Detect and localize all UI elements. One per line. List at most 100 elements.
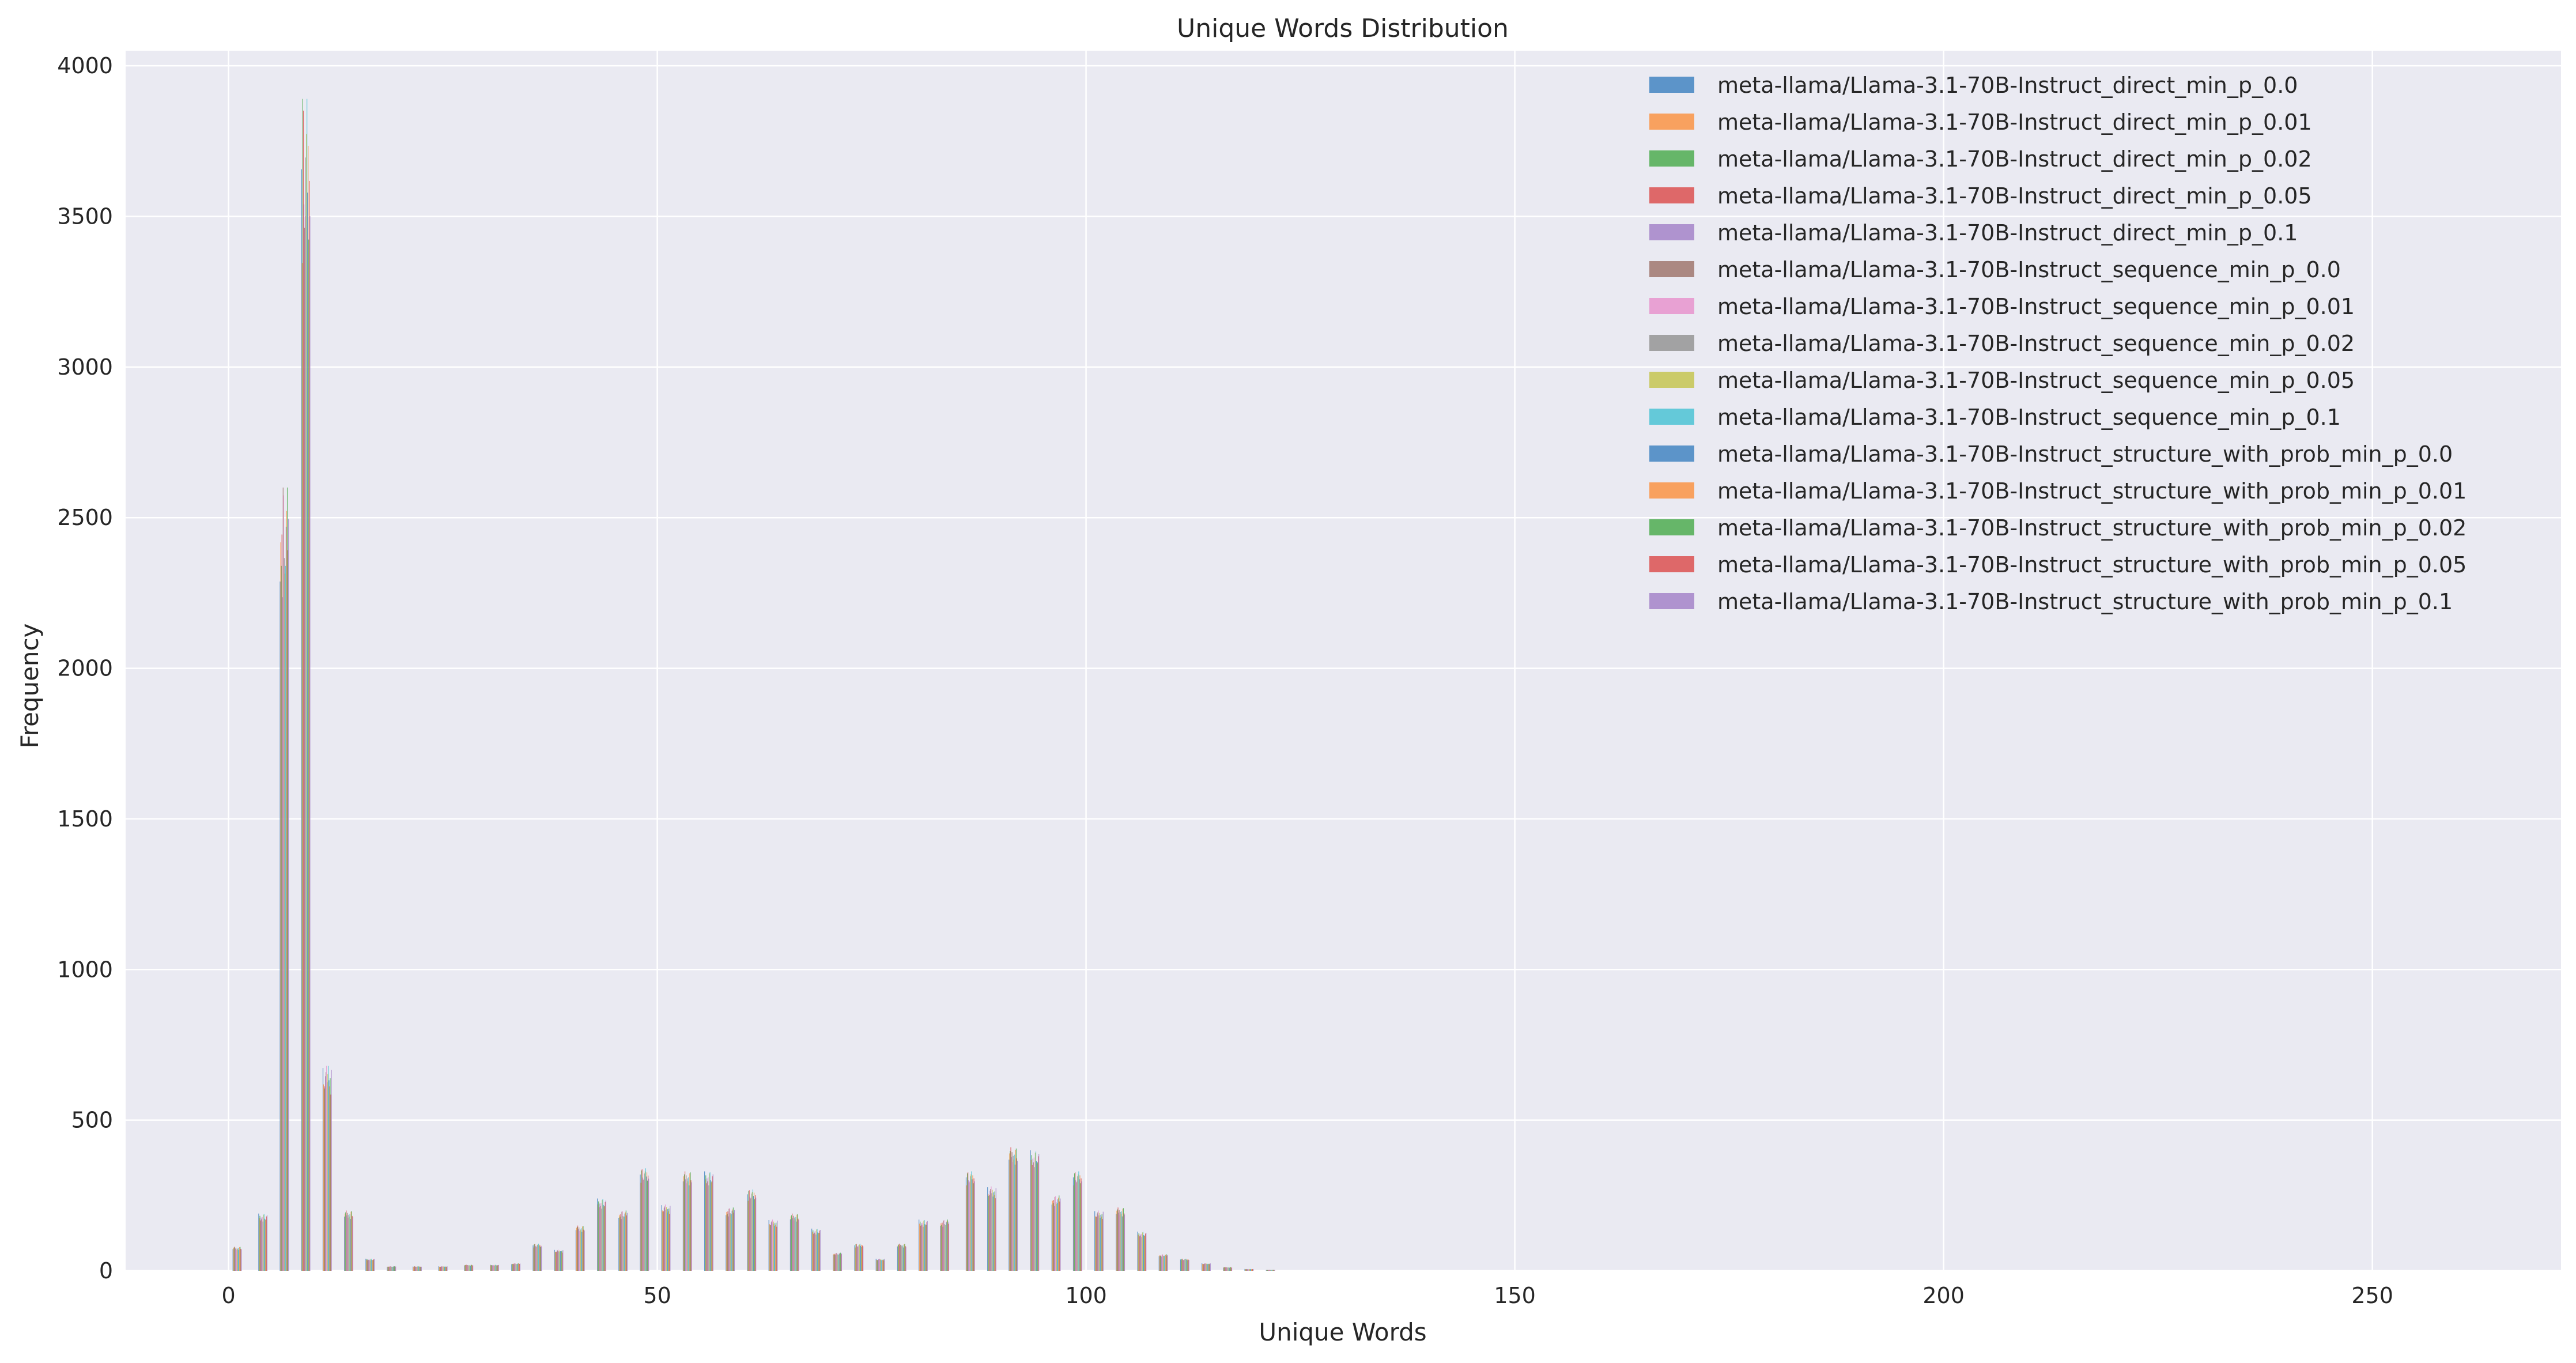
histogram-bar [599, 1203, 600, 1271]
histogram-bar [602, 1199, 603, 1271]
histogram-bar [816, 1229, 817, 1271]
histogram-bar [754, 1195, 756, 1271]
histogram-bar [443, 1266, 444, 1271]
histogram-bar [367, 1260, 368, 1271]
histogram-bar [1033, 1162, 1034, 1271]
histogram-bar [860, 1245, 862, 1271]
histogram-bar [1030, 1160, 1032, 1271]
histogram-bar [625, 1212, 626, 1271]
legend-swatch [1649, 556, 1694, 572]
histogram-bar [603, 1206, 605, 1271]
histogram-bar [837, 1254, 838, 1271]
histogram-bar [1230, 1267, 1232, 1271]
histogram-bar [308, 239, 309, 1271]
histogram-bar [516, 1264, 517, 1271]
histogram-bar [814, 1233, 815, 1271]
legend-entry: meta-llama/Llama-3.1-70B-Instruct_struct… [1717, 441, 2453, 467]
histogram-bar [1095, 1215, 1096, 1271]
histogram-bar [366, 1259, 367, 1271]
histogram-bar [582, 1226, 583, 1271]
histogram-bar [282, 487, 284, 1271]
histogram-bar [282, 597, 283, 1271]
histogram-bar [991, 1193, 992, 1271]
histogram-bar [797, 1214, 798, 1271]
histogram-bar [1188, 1260, 1189, 1271]
histogram-bar [301, 169, 302, 1271]
histogram-bar [307, 192, 308, 1271]
y-tick-label: 500 [71, 1108, 113, 1133]
histogram-bar [619, 1214, 620, 1271]
axis-ticks: 0 50 100 150 200 2500500100015002000250030003… [57, 53, 2393, 1308]
histogram-bar [947, 1224, 949, 1271]
histogram-bar [900, 1244, 901, 1271]
histogram-bar [373, 1259, 375, 1271]
histogram-bar [466, 1264, 467, 1271]
legend-entry: meta-llama/Llama-3.1-70B-Instruct_struct… [1717, 478, 2467, 504]
histogram-bar [856, 1244, 857, 1271]
histogram-bar [946, 1222, 947, 1271]
histogram-bar [927, 1221, 928, 1271]
histogram-bar [535, 1247, 537, 1271]
histogram-bar [945, 1225, 946, 1271]
histogram-bar [1017, 1161, 1018, 1271]
histogram-bar [597, 1198, 598, 1271]
histogram-bar [288, 519, 289, 1271]
histogram-bar [1015, 1148, 1017, 1271]
legend-entry: meta-llama/Llama-3.1-70B-Instruct_sequen… [1717, 368, 2355, 393]
histogram-bar [1224, 1267, 1225, 1271]
histogram-bar [688, 1177, 689, 1271]
histogram-bar [966, 1173, 968, 1271]
histogram-bar [881, 1260, 882, 1271]
histogram-bar [577, 1225, 579, 1271]
histogram-bar [539, 1247, 541, 1271]
histogram-bar [898, 1244, 900, 1271]
histogram-bar [1186, 1259, 1187, 1271]
legend-entry: meta-llama/Llama-3.1-70B-Instruct_direct… [1717, 183, 2312, 209]
histogram-bar [970, 1174, 972, 1271]
histogram-bar [562, 1250, 564, 1271]
histogram-bar [532, 1245, 534, 1271]
histogram-bar [281, 565, 282, 1271]
histogram-bar [346, 1215, 348, 1271]
histogram-bar [904, 1244, 905, 1271]
histogram-bar [770, 1222, 772, 1271]
histogram-bar [516, 1264, 518, 1271]
histogram-bar [1268, 1270, 1270, 1271]
histogram-bar [235, 1248, 236, 1271]
histogram-bar [897, 1246, 898, 1271]
histogram-bar [1056, 1203, 1057, 1271]
histogram-bar [728, 1209, 730, 1271]
histogram-bar [747, 1200, 749, 1271]
histogram-bar [1138, 1234, 1139, 1271]
histogram-bar [969, 1181, 970, 1271]
histogram-bar [995, 1198, 996, 1271]
histogram-bar [261, 1219, 262, 1271]
histogram-bar [260, 1217, 262, 1271]
histogram-bar [707, 1181, 708, 1271]
histogram-bar [1252, 1269, 1253, 1271]
histogram-bar [576, 1228, 577, 1271]
histogram-bar [440, 1266, 441, 1271]
histogram-bar [705, 1175, 707, 1271]
histogram-bar [345, 1212, 346, 1271]
histogram-bar [729, 1208, 730, 1271]
histogram-bar [327, 1074, 328, 1271]
x-tick-label: 50 [643, 1283, 671, 1308]
histogram-bar [663, 1211, 664, 1271]
histogram-bar [712, 1176, 713, 1271]
histogram-bar [347, 1213, 348, 1271]
histogram-bar [1167, 1255, 1168, 1271]
histogram-bar [237, 1249, 239, 1271]
histogram-bar [1272, 1270, 1274, 1271]
histogram-bar [859, 1244, 860, 1271]
grid-lines [126, 51, 2561, 1272]
histogram-bar [856, 1246, 858, 1271]
histogram-bar [420, 1267, 421, 1271]
histogram-bar [841, 1253, 843, 1271]
histogram-bar [1032, 1165, 1033, 1271]
histogram-bar [439, 1266, 440, 1271]
histogram-bar [344, 1216, 345, 1271]
histogram-bar [862, 1245, 863, 1271]
legend-entry: meta-llama/Llama-3.1-70B-Instruct_sequen… [1717, 294, 2355, 319]
histogram-bar [1053, 1206, 1055, 1271]
